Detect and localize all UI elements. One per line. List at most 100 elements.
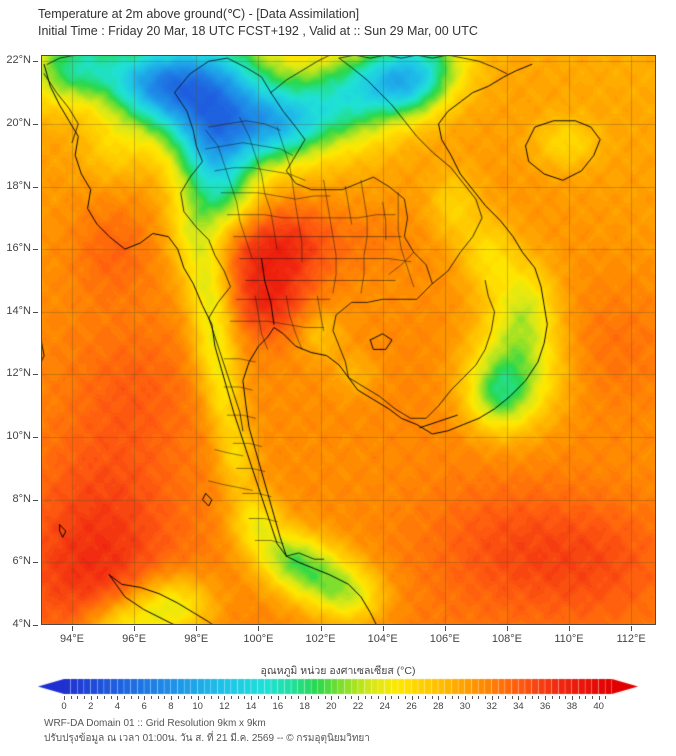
colorbar-minor-tick	[77, 696, 79, 699]
colorbar-minor-tick	[311, 696, 313, 699]
colorbar-major-tick	[438, 696, 440, 700]
colorbar-major-tick	[224, 696, 226, 700]
colorbar-major-tick	[518, 696, 520, 700]
latitude-tick-label: 8°N	[12, 492, 31, 505]
colorbar-minor-tick	[578, 696, 580, 699]
chart-title-line-1: Temperature at 2m above ground(℃) - [Dat…	[38, 7, 360, 21]
colorbar-minor-tick	[525, 696, 527, 699]
colorbar-minor-tick	[70, 696, 72, 699]
latitude-tick	[33, 625, 38, 626]
latitude-tick-label: 6°N	[12, 555, 31, 568]
colorbar-minor-tick	[150, 696, 152, 699]
colorbar-tick-label: 4	[114, 701, 121, 712]
colorbar-minor-tick	[458, 696, 460, 699]
colorbar-area: อุณหภูมิ หน่วย องศาเซลเซียส (°C) 0 2 4 6 8 10…	[0, 662, 676, 712]
colorbar-minor-tick	[244, 696, 246, 699]
colorbar-minor-tick	[271, 696, 273, 699]
colorbar-minor-tick	[97, 696, 99, 699]
colorbar-minor-tick	[110, 696, 112, 699]
longitude-axis: 94°E 96°E 98°E 100°E 102°E 104°E 106°E 108°E 110…	[41, 626, 657, 650]
colorbar-minor-tick	[451, 696, 453, 699]
colorbar-minor-tick	[237, 696, 239, 699]
colorbar-minor-tick	[317, 696, 319, 699]
longitude-tick-label: 102°E	[305, 633, 336, 645]
colorbar-tick-label: 22	[352, 701, 364, 712]
colorbar-minor-tick	[104, 696, 106, 699]
longitude-tick-label: 98°E	[184, 633, 209, 645]
longitude-tick	[631, 626, 633, 631]
longitude-tick-label: 100°E	[243, 633, 274, 645]
colorbar-minor-tick	[378, 696, 380, 699]
colorbar-minor-tick	[371, 696, 373, 699]
longitude-tick	[320, 626, 322, 631]
colorbar-minor-tick	[264, 696, 266, 699]
longitude-tick-label: 94°E	[60, 633, 85, 645]
latitude-tick-label: 20°N	[6, 116, 31, 129]
colorbar-minor-tick	[204, 696, 206, 699]
colorbar-major-tick	[90, 696, 92, 700]
colorbar-minor-tick	[398, 696, 400, 699]
colorbar-tick-label: 20	[326, 701, 337, 712]
longitude-tick	[258, 626, 260, 631]
colorbar-minor-tick	[505, 696, 507, 699]
longitude-tick-label: 112°E	[616, 633, 646, 645]
latitude-tick	[33, 499, 38, 501]
colorbar-minor-tick	[558, 696, 560, 699]
longitude-tick	[134, 626, 136, 631]
colorbar-major-tick	[464, 696, 466, 700]
colorbar-major-tick	[384, 696, 386, 700]
chart-title-block: Temperature at 2m above ground(℃) - [Dat…	[38, 6, 658, 40]
chart-title-line-2: Initial Time : Friday 20 Mar, 18 UTC FCS…	[38, 24, 478, 38]
colorbar-minor-tick	[344, 696, 346, 699]
temperature-field-heatmap	[41, 55, 656, 625]
colorbar-major-tick	[117, 696, 119, 700]
colorbar-major-tick	[170, 696, 172, 700]
colorbar-major-tick	[251, 696, 253, 700]
longitude-tick-label: 96°E	[122, 633, 147, 645]
colorbar-minor-tick	[137, 696, 139, 699]
colorbar-tick-label: 2	[88, 701, 94, 712]
colorbar-minor-tick	[605, 696, 607, 699]
colorbar-minor-tick	[551, 696, 553, 699]
colorbar-major-tick	[331, 696, 333, 700]
colorbar-minor-tick	[164, 696, 166, 699]
colorbar-minor-tick	[211, 696, 213, 699]
colorbar-major-tick	[277, 696, 279, 700]
colorbar-major-tick	[64, 696, 65, 700]
colorbar-minor-tick	[257, 696, 259, 699]
colorbar-tick-label: 26	[406, 701, 417, 712]
colorbar-minor-tick	[364, 696, 366, 699]
colorbar-minor-tick	[538, 696, 540, 699]
colorbar-tick-label: 12	[219, 701, 230, 712]
colorbar-tick-label: 30	[459, 701, 471, 712]
colorbar-tick-label: 16	[272, 701, 284, 712]
map-plot-area	[41, 55, 656, 625]
latitude-axis: 4°N 6°N 8°N 10°N 12°N 14°N 16°N 18°N 20°N 22°N	[0, 54, 38, 630]
colorbar-minor-tick	[130, 696, 132, 699]
colorbar-minor-tick	[404, 696, 406, 699]
footer-block: WRF-DA Domain 01 :: Grid Resolution 9km …	[44, 716, 664, 746]
latitude-tick	[33, 562, 38, 564]
colorbar-tick-label: 32	[486, 701, 497, 712]
colorbar-minor-tick	[291, 696, 293, 699]
colorbar-minor-tick	[351, 696, 353, 699]
colorbar-tick-label: 8	[168, 701, 174, 712]
latitude-tick	[33, 186, 38, 188]
footer-line-2: ปรับปรุงข้อมูล ณ เวลา 01:00น. วัน ส. ที่…	[44, 733, 370, 744]
colorbar-tick-label: 18	[299, 701, 310, 712]
colorbar-minor-tick	[231, 696, 233, 699]
colorbar-minor-tick	[157, 696, 159, 699]
colorbar-minor-tick	[531, 696, 533, 699]
latitude-tick-label: 12°N	[6, 367, 31, 380]
colorbar-minor-tick	[338, 696, 339, 699]
latitude-tick	[33, 311, 38, 313]
longitude-tick	[506, 626, 508, 631]
colorbar-minor-tick	[591, 696, 593, 699]
longitude-tick-label: 104°E	[367, 633, 398, 645]
colorbar-minor-tick	[217, 696, 219, 699]
footer-line-1: WRF-DA Domain 01 :: Grid Resolution 9km …	[44, 718, 266, 729]
latitude-tick-label: 22°N	[6, 54, 31, 67]
latitude-tick	[33, 374, 38, 376]
longitude-tick	[382, 626, 384, 631]
